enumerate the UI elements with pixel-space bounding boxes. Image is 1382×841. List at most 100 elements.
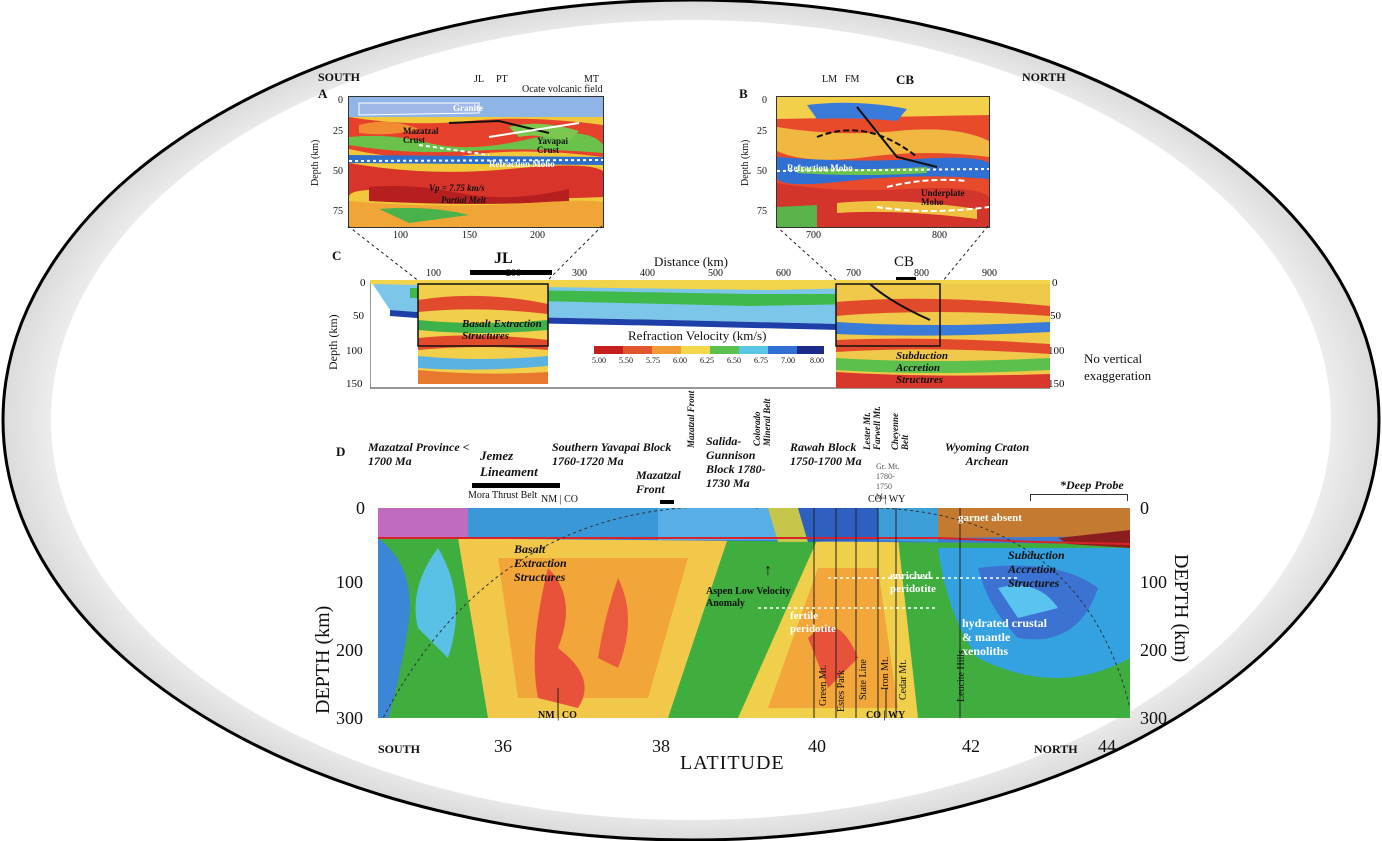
panel-a-tomogram: Granite Mazatzal Crust Yavapai Crust Ref…: [348, 96, 604, 228]
panel-a-xtick: 200: [530, 230, 545, 241]
panel-a-mazatzal-crust: Mazatzal Crust: [403, 126, 439, 145]
panel-b-ytick: 25: [757, 126, 767, 137]
panel-c-ytick-right: 50: [1050, 310, 1061, 322]
north-bottom-label: NORTH: [1034, 742, 1078, 756]
co-wy-top: CO | WY: [868, 494, 906, 505]
colorbar-tick: 5.50: [619, 356, 633, 365]
deep-probe: *Deep Probe: [1060, 478, 1124, 492]
province-wyoming: Wyoming Craton Archean: [944, 440, 1030, 468]
mazatzal-front-vertical: Mazatzal Front: [686, 390, 696, 448]
aspen-arrow: ↑: [764, 562, 772, 579]
panel-d-ytick: 200: [336, 640, 363, 660]
panel-c-ytick-right: 0: [1052, 277, 1058, 289]
panel-d-ylabel-right: DEPTH (km): [1170, 554, 1192, 663]
panel-d-xtick: 38: [652, 736, 670, 756]
panel-c-xtick: 800: [914, 268, 929, 279]
panel-c-ylabel: Depth (km): [326, 314, 340, 370]
panel-c-ytick: 0: [360, 277, 366, 289]
panel-a-ytick: 25: [333, 126, 343, 137]
panel-c-xtick: 300: [572, 268, 587, 279]
panel-b-underplate: Underplate Moho: [921, 188, 965, 207]
colorbar-tick: 6.25: [700, 356, 714, 365]
deep-probe-bracket: [1030, 494, 1128, 501]
panel-c-ytick: 50: [353, 310, 364, 322]
panel-a-ytick: 50: [333, 166, 343, 177]
panel-b-ytick: 50: [757, 166, 767, 177]
panel-c-ytick-right: 100: [1048, 345, 1065, 357]
panel-d-ytick-right: 100: [1140, 572, 1167, 592]
aspen-anomaly: Aspen Low Velocity Anomaly: [706, 586, 791, 609]
panel-c-basalt: Basalt Extraction Structures: [462, 318, 542, 342]
panel-c-subduction: Subduction Accretion Structures: [896, 350, 948, 386]
panel-c-xlabel: Distance (km): [654, 254, 729, 269]
kimberlite-leucite-hills: Leucite Hills: [956, 650, 967, 702]
panel-c-cb: CB: [894, 254, 915, 270]
nm-co-top: NM | CO: [541, 494, 579, 505]
colorbar-tick: 6.50: [727, 356, 741, 365]
panel-d-xtick: 36: [494, 736, 512, 756]
panel-a-pt: PT: [496, 74, 508, 85]
panel-c-xtick: 200: [506, 268, 521, 279]
laramie-range: Lester Mt. Farwell Mt.: [862, 405, 882, 450]
panel-a-ytick: 0: [338, 95, 343, 106]
panel-c-ytick-right: 150: [1048, 378, 1065, 390]
panel-d-section: [378, 508, 1130, 718]
panel-b-tomogram: Refraction Moho Underplate Moho: [776, 96, 990, 228]
panel-a-moho: Refraction Moho: [489, 159, 555, 169]
south-bottom-label: SOUTH: [378, 742, 421, 756]
panel-b-xtick: 800: [932, 230, 947, 241]
panel-d-xtick: 42: [962, 736, 980, 756]
panel-a-ylabel: Depth (km): [310, 139, 321, 186]
panel-a-ytick: 75: [333, 206, 343, 217]
panel-d-subduction: Subduction Accretion Structures: [1008, 548, 1065, 590]
north-top-label: NORTH: [1022, 70, 1066, 84]
mora-thrust-belt: Mora Thrust Belt: [468, 490, 538, 501]
panel-c-xtick: 900: [982, 268, 997, 279]
panel-b-moho: Refraction Moho: [787, 163, 853, 173]
panel-c-xtick: 400: [640, 268, 655, 279]
panel-b-ytick: 75: [757, 206, 767, 217]
panel-c-jl-bar: [470, 270, 552, 275]
panel-d-xtick: 44: [1098, 736, 1116, 756]
panel-b-fm: FM: [845, 74, 860, 85]
colorbar: [594, 346, 824, 354]
colorbar-tick: 8.00: [810, 356, 824, 365]
panel-c-xtick: 600: [776, 268, 791, 279]
colorbar-tick: 5.75: [646, 356, 660, 365]
panel-a-partial-melt: Partial Melt: [441, 195, 486, 205]
colorado-mineral-belt: Colorado Mineral Belt: [752, 398, 772, 446]
panel-d-ytick: 100: [336, 572, 363, 592]
panel-b-xtick: 700: [806, 230, 821, 241]
panel-a-field-label: Ocate volcanic field: [522, 84, 603, 95]
colorbar-tick: 6.00: [673, 356, 687, 365]
panel-a-xtick: 150: [462, 230, 477, 241]
south-top-label: SOUTH: [318, 70, 361, 84]
enriched-peridotite: enriched peridotite: [890, 570, 936, 595]
panel-c-xtick: 700: [846, 268, 861, 279]
co-wy-bottom: CO | WY: [866, 710, 906, 721]
panel-d-ytick: 300: [336, 708, 363, 728]
panel-a-letter: A: [318, 86, 328, 101]
panel-a-mt: MT: [584, 74, 599, 85]
panel-c-section: [370, 280, 1050, 389]
panel-c-note: No vertical exaggeration: [1084, 351, 1152, 383]
province-mazatzal: Mazatzal Province < 1700 Ma: [368, 440, 470, 468]
province-mazatzal-front: Mazatzal Front: [636, 468, 681, 496]
panel-c-letter: C: [332, 248, 342, 263]
mazatzal-front-bar: [660, 500, 674, 504]
panel-c-xtick: 100: [426, 268, 441, 279]
garnet-absent: garnet absent: [958, 512, 1022, 524]
panel-a-jl: JL: [474, 74, 484, 85]
hydrated-xenoliths: hydrated crustal & mantle xenoliths: [962, 616, 1047, 658]
panel-c-xtick: 500: [708, 268, 723, 279]
colorbar-tick: 6.75: [754, 356, 768, 365]
kimberlite-green-mt: Green Mt.: [818, 664, 829, 706]
kimberlite-cedar-mt: Cedar Mt.: [898, 659, 909, 700]
panel-b-heatmap: [777, 97, 989, 227]
province-jemez: Jemez Lineament: [480, 448, 538, 479]
province-rawah: Rawah Block 1750-1700 Ma: [790, 440, 862, 468]
panel-a-vp: Vp = 7.75 km/s: [429, 183, 485, 193]
kimberlite-state-line: State Line: [858, 659, 869, 700]
panel-d-ylabel-left: DEPTH (km): [312, 605, 334, 714]
colorbar-title: Refraction Velocity (km/s): [628, 328, 767, 343]
